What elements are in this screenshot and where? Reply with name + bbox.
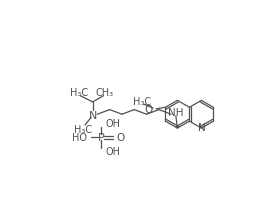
Text: H₃C: H₃C [74,124,93,134]
Text: P: P [98,133,105,143]
Text: OH: OH [106,146,121,156]
Text: O: O [117,133,125,143]
Text: O: O [145,104,153,114]
Text: CH₃: CH₃ [96,87,114,97]
Text: H₃C: H₃C [133,97,151,107]
Text: N: N [198,123,206,133]
Text: OH: OH [106,119,121,129]
Text: HO: HO [72,133,87,143]
Text: N: N [88,110,97,120]
Text: NH: NH [168,107,184,117]
Text: H₃C: H₃C [70,87,88,97]
